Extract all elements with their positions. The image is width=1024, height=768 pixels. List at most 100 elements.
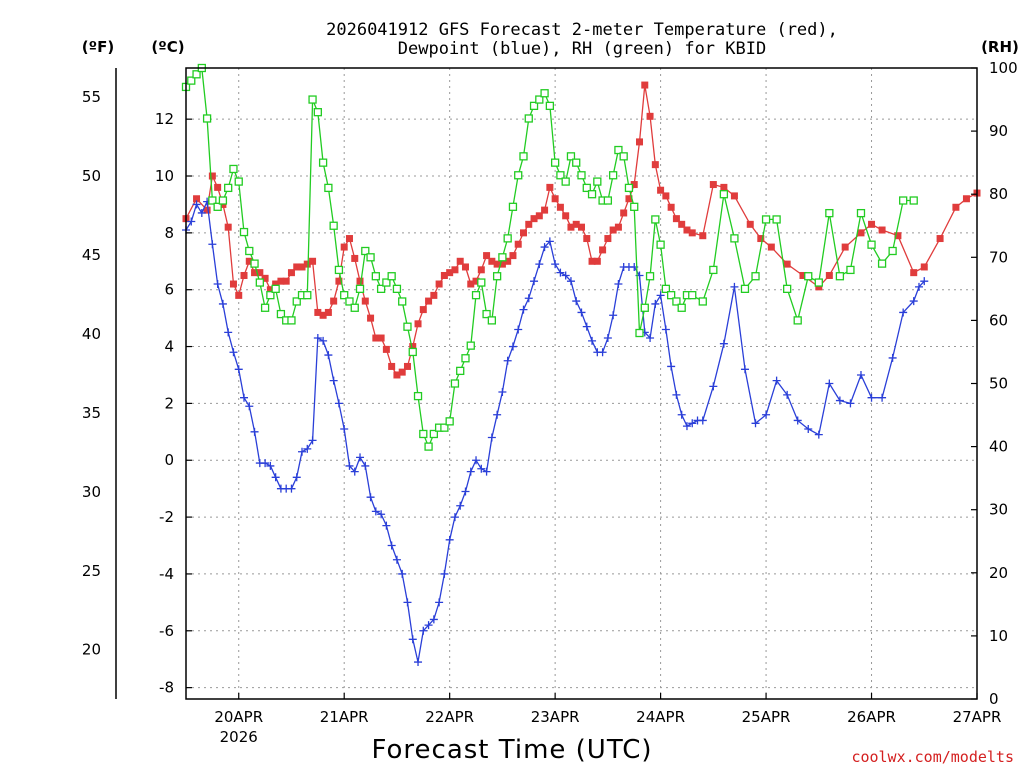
temperature-point [599, 246, 607, 254]
temperature-point [440, 271, 448, 279]
dewpoint-point [646, 334, 655, 343]
fahrenheit-tick-label: 40 [82, 325, 101, 343]
dewpoint-point [561, 271, 570, 280]
temperature-point [193, 195, 201, 203]
dewpoint-point [340, 424, 349, 433]
dewpoint-point [403, 598, 412, 607]
rh-point [387, 272, 396, 281]
dewpoint-point [308, 436, 317, 445]
temperature-point [546, 183, 554, 191]
temperature-point [936, 235, 944, 243]
chart-title-line-1: 2026041912 GFS Forecast 2-meter Temperat… [326, 20, 838, 40]
dewpoint-point [250, 427, 259, 436]
dewpoint-point [245, 402, 254, 411]
temperature-point [240, 271, 248, 279]
temperature-point [287, 269, 295, 277]
rh-point [719, 190, 729, 199]
temperature-point [514, 240, 522, 248]
temperature-point [419, 306, 427, 314]
dewpoint-point [719, 339, 728, 348]
temperature-point [309, 257, 317, 265]
dewpoint-point [266, 461, 275, 470]
dewpoint-point [530, 277, 539, 286]
dewpoint-point [825, 379, 834, 388]
rh-point [561, 177, 570, 186]
rh-point [888, 246, 897, 256]
fahrenheit-tick-label: 55 [82, 88, 101, 106]
rh-point [640, 303, 649, 312]
rh-point [392, 284, 402, 294]
temperature-point [667, 203, 675, 211]
dewpoint-point [672, 390, 681, 399]
temperature-point [767, 243, 775, 251]
celsius-unit-label: (ºC) [151, 38, 184, 56]
dewpoint-point [324, 351, 333, 360]
temperature-point [293, 263, 301, 271]
rh-tick-label: 0 [989, 690, 999, 708]
celsius-tick-label: -2 [159, 508, 174, 526]
dewpoint-point [603, 334, 612, 343]
rh-point [909, 196, 918, 205]
rh-point [366, 253, 375, 262]
rh-point [877, 259, 887, 268]
rh-point [572, 158, 581, 167]
temperature-point [841, 243, 849, 251]
dewpoint-point [377, 510, 386, 519]
rh-point [419, 429, 428, 439]
temperature-point [910, 269, 918, 277]
rh-line [185, 66, 914, 449]
temperature-point [878, 226, 886, 234]
dewpoint-point [187, 217, 196, 226]
dewpoint-point [888, 353, 897, 362]
rh-tick-label: 60 [989, 311, 1008, 329]
rh-point [318, 158, 328, 167]
rh-point [429, 429, 438, 439]
dewpoint-point [261, 459, 270, 468]
dewpoint-point [688, 419, 697, 428]
rh-point [445, 417, 454, 426]
fahrenheit-tick-label: 50 [82, 167, 101, 185]
temperature-point [757, 235, 765, 243]
rh-point [603, 196, 613, 205]
rh-unit-label: (RH) [981, 38, 1019, 56]
dewpoint-point [709, 382, 718, 391]
temperature-point [414, 320, 422, 328]
rh-point [698, 297, 707, 306]
rh-point [624, 183, 634, 193]
rh-point [492, 272, 502, 281]
dewpoint-point [551, 260, 560, 269]
temperature-point [372, 334, 380, 342]
dewpoint-point [878, 393, 887, 402]
rh-point [783, 284, 792, 294]
temperature-point [425, 297, 433, 305]
rh-point [350, 303, 359, 312]
temperature-point [467, 280, 475, 288]
dewpoint-point [445, 535, 454, 544]
temperature-point [345, 235, 353, 243]
rh-tick-label: 70 [989, 248, 1008, 266]
dewpoint-point [540, 243, 549, 252]
temperature-point [799, 271, 807, 279]
temperature-point [477, 266, 485, 274]
rh-point [498, 253, 507, 262]
temperature-point [324, 308, 332, 316]
rh-point [371, 272, 380, 281]
rh-point [208, 196, 217, 205]
temperature-point [530, 215, 538, 223]
dewpoint-point [614, 280, 623, 289]
fahrenheit-tick-label: 25 [82, 562, 101, 580]
rh-point [287, 316, 296, 325]
dewpoint-point [846, 399, 855, 408]
rh-point [361, 246, 370, 256]
rh-point [582, 183, 591, 193]
x-tick-year-label: 2026 [220, 728, 258, 746]
temperature-point [235, 291, 243, 299]
x-axis-label: Forecast Time (UTC) [371, 735, 652, 765]
dewpoint-point [461, 487, 470, 496]
dewpoint-point [240, 393, 249, 402]
rh-point [666, 291, 676, 300]
dewpoint-line [185, 199, 925, 663]
rh-tick-label: 80 [989, 185, 1008, 203]
rh-point [614, 145, 623, 155]
temperature-point [588, 257, 596, 265]
